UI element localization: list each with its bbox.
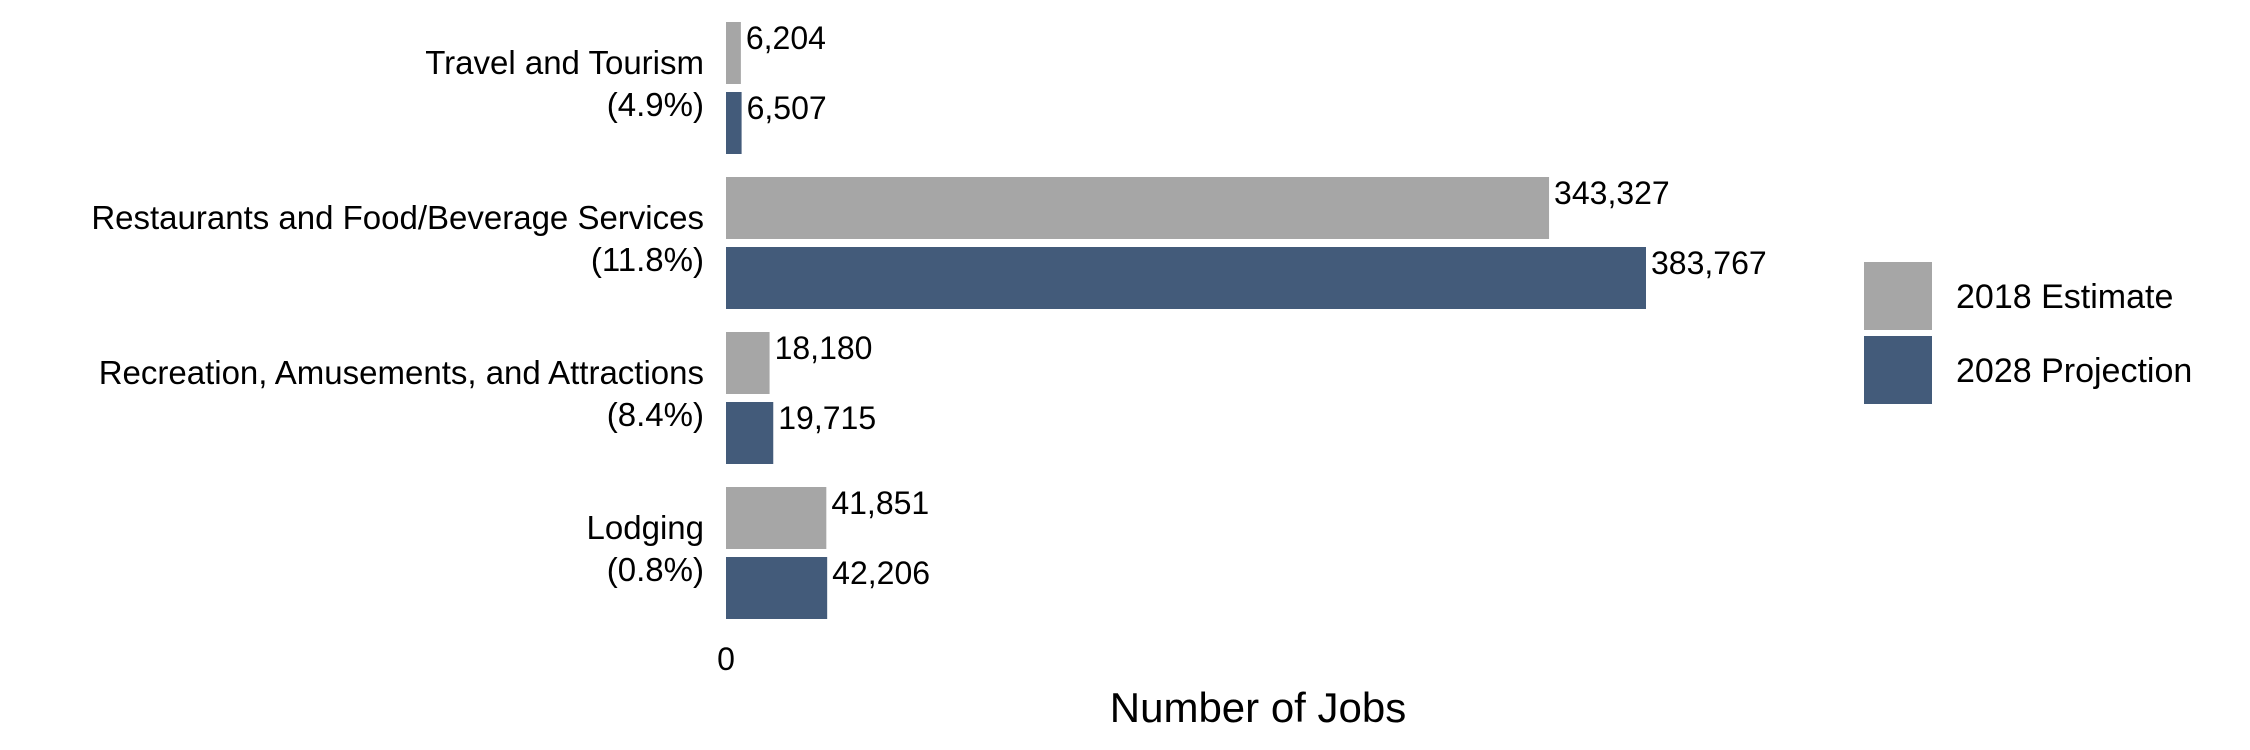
bar-2018-2	[726, 332, 770, 394]
category-share-label: (8.4%)	[607, 396, 704, 433]
value-label: 343,327	[1554, 175, 1670, 211]
value-label: 41,851	[831, 485, 929, 521]
legend-swatch-2018-estimate	[1864, 262, 1932, 330]
bars-group	[726, 22, 1646, 619]
bar-2028-1	[726, 247, 1646, 309]
legend: 2018 Estimate 2028 Projection	[1864, 262, 2192, 404]
category-label: Recreation, Amusements, and Attractions	[99, 354, 704, 391]
bar-2028-2	[726, 402, 774, 464]
bar-2018-1	[726, 177, 1550, 239]
value-label: 18,180	[775, 330, 873, 366]
legend-label-2018-estimate: 2018 Estimate	[1956, 278, 2173, 316]
value-label: 42,206	[832, 555, 930, 591]
value-label: 6,204	[746, 20, 826, 56]
value-labels-group: 6,204 6,507 343,327 383,767 18,180 19,715 41,8…	[746, 20, 1767, 591]
category-share-label: (0.8%)	[607, 551, 704, 588]
bar-2028-0	[726, 92, 742, 154]
category-share-label: (11.8%)	[591, 241, 704, 278]
value-label: 383,767	[1651, 245, 1767, 281]
legend-label-2028-projection: 2028 Projection	[1956, 352, 2192, 390]
category-labels-group: Travel and Tourism (4.9%) Restaurants and …	[91, 44, 704, 588]
bar-2028-3	[726, 557, 828, 619]
category-label: Lodging	[587, 509, 704, 546]
category-share-label: (4.9%)	[607, 86, 704, 123]
category-label: Restaurants and Food/Beverage Services	[91, 199, 704, 236]
category-label: Travel and Tourism	[425, 44, 704, 81]
x-axis-title: Number of Jobs	[1110, 684, 1406, 731]
value-label: 19,715	[778, 400, 876, 436]
x-tick-label: 0	[717, 641, 735, 677]
value-label: 6,507	[747, 90, 827, 126]
bar-2018-3	[726, 487, 827, 549]
legend-swatch-2028-projection	[1864, 336, 1932, 404]
bar-2018-0	[726, 22, 741, 84]
